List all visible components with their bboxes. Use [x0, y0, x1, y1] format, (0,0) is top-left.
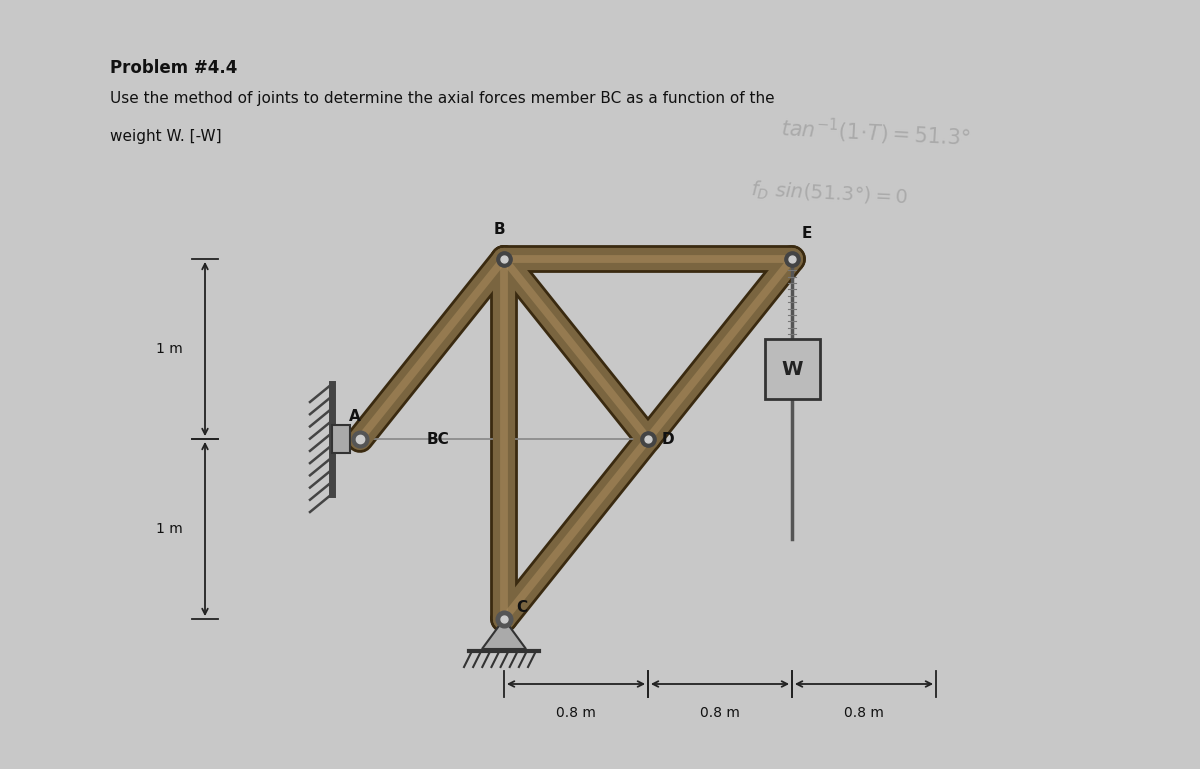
Text: $\mathit{tan}^{-1}(1\!\cdot\!T) = 51.3°$: $\mathit{tan}^{-1}(1\!\cdot\!T) = 51.3°$ — [780, 114, 972, 152]
Text: 0.8 m: 0.8 m — [700, 706, 740, 720]
Text: BC: BC — [426, 431, 449, 447]
Text: B: B — [493, 222, 505, 237]
Text: C: C — [516, 600, 527, 615]
Text: Use the method of joints to determine the axial forces member BC as a function o: Use the method of joints to determine th… — [110, 91, 775, 106]
Text: A: A — [349, 409, 361, 424]
Text: E: E — [802, 226, 812, 241]
Bar — [332, 425, 350, 453]
Text: D: D — [662, 431, 674, 447]
Text: 0.8 m: 0.8 m — [556, 706, 596, 720]
Text: W: W — [781, 359, 803, 378]
Bar — [764, 339, 820, 399]
Text: Problem #4.4: Problem #4.4 — [110, 59, 238, 77]
Text: $\mathit{f_D}\ \mathit{sin}(51.3°) = 0$: $\mathit{f_D}\ \mathit{sin}(51.3°) = 0$ — [750, 179, 908, 209]
Text: weight W. [-W]: weight W. [-W] — [110, 129, 222, 144]
Polygon shape — [482, 619, 526, 649]
Text: 1 m: 1 m — [156, 522, 182, 536]
Text: 0.8 m: 0.8 m — [844, 706, 884, 720]
Text: 1 m: 1 m — [156, 342, 182, 356]
